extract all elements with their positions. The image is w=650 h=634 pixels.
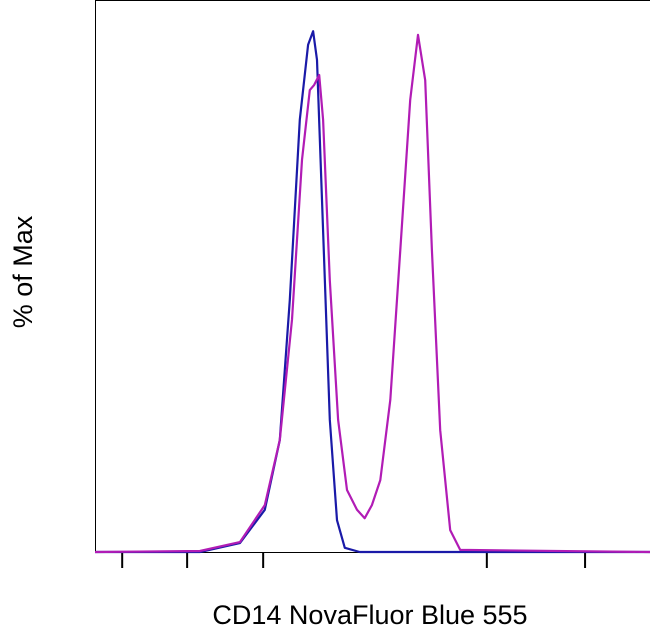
histogram-line (94, 33, 650, 554)
y-axis-label: % of Max (8, 215, 38, 328)
x-axis-label: CD14 NovaFluor Blue 555 (212, 600, 527, 630)
histogram-line (95, 30, 650, 554)
